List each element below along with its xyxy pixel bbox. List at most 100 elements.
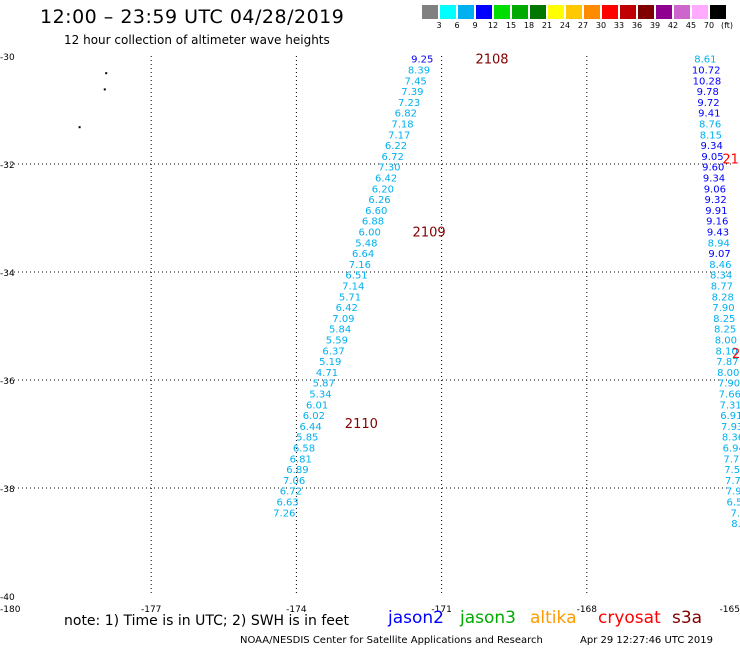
wave-height-value: 7.31	[719, 400, 740, 411]
wave-height-value: 8.15	[700, 130, 722, 141]
wave-height-value: 7.76	[725, 476, 740, 487]
pass-number-label: 2110	[345, 417, 378, 432]
wave-height-value: 7.18	[391, 120, 413, 131]
wave-height-value: 7.06	[283, 476, 305, 487]
pass-number-label: 2109	[413, 226, 446, 241]
wave-height-value: 9.72	[697, 98, 719, 109]
lon-tick-label: -177	[141, 605, 161, 615]
wave-height-value: 7.17	[388, 130, 410, 141]
lat-tick-label: -30	[0, 53, 15, 63]
legend-swatch	[602, 5, 618, 19]
legend-swatch	[548, 5, 564, 19]
legend-swatch	[638, 5, 654, 19]
wave-height-value: 10.72	[692, 66, 721, 77]
wave-height-value: 9.78	[697, 87, 719, 98]
wave-height-value: 7.90	[712, 303, 734, 314]
legend-swatch	[584, 5, 600, 19]
wave-height-value: 6.51	[345, 271, 367, 282]
wave-height-value: 6.01	[306, 400, 328, 411]
data-dot	[105, 72, 108, 75]
legend-label: 18	[523, 21, 535, 30]
wave-height-value: 6.63	[276, 498, 298, 509]
wave-height-value: 6.91	[720, 411, 740, 422]
wave-height-value: 6.72	[382, 152, 404, 163]
wave-height-value: 9.34	[701, 141, 723, 152]
legend-label: 3	[436, 21, 442, 30]
wave-height-value: 9.07	[708, 249, 730, 260]
wave-height-value: 6.89	[286, 465, 308, 476]
wave-height-value: 5.59	[326, 336, 348, 347]
wave-height-value: 7.26	[273, 508, 295, 519]
wave-height-value: 8.2	[731, 519, 740, 530]
wave-height-value: 9.91	[705, 206, 727, 217]
lat-tick-label: -40	[0, 593, 15, 603]
legend-swatch	[674, 5, 690, 19]
legend-unit: (ft)	[721, 21, 734, 30]
credit-line: NOAA/NESDIS Center for Satellite Applica…	[240, 635, 543, 646]
wave-height-value: 6.88	[362, 217, 384, 228]
wave-height-value: 7.52	[724, 465, 740, 476]
generation-timestamp: Apr 29 12:27:46 UTC 2019	[580, 635, 713, 646]
wave-height-value: 5.84	[329, 325, 351, 336]
legend-swatch	[458, 5, 474, 19]
legend-swatch	[422, 5, 438, 19]
lon-tick-label: -171	[431, 605, 451, 615]
wave-height-value: 9.60	[702, 163, 724, 174]
legend-label: 30	[595, 21, 607, 30]
legend-label: 9	[472, 21, 478, 30]
wave-height-value: 6.81	[290, 454, 312, 465]
legend-label: 24	[559, 21, 571, 30]
wave-height-value: 5.87	[313, 379, 335, 390]
satellite-name: cryosat	[598, 608, 661, 628]
satellite-name: jason2	[388, 608, 444, 628]
wave-height-value: 8.61	[694, 55, 716, 66]
wave-height-value: 8.76	[699, 120, 721, 131]
wave-height-value: 7.75	[723, 454, 740, 465]
page-title: 12:00 – 23:59 UTC 04/28/2019	[40, 6, 345, 28]
legend-label: 45	[685, 21, 697, 30]
pass-number-label: 2113	[722, 153, 740, 168]
lat-tick-label: -38	[0, 485, 15, 495]
legend-label: 12	[487, 21, 499, 30]
footer-note: note: 1) Time is in UTC; 2) SWH is in fe…	[64, 613, 350, 629]
legend-label: 70	[703, 21, 715, 30]
lat-tick-label: -36	[0, 377, 15, 387]
legend-swatch	[476, 5, 492, 19]
legend-swatch	[440, 5, 456, 19]
wave-height-value: 7.14	[342, 282, 364, 293]
wave-height-value: 8.25	[714, 325, 736, 336]
legend-swatch	[656, 5, 672, 19]
wave-height-value: 8.94	[708, 238, 730, 249]
legend-swatch	[530, 5, 546, 19]
pass-number-label: 2108	[475, 53, 508, 68]
data-dot	[103, 88, 106, 91]
legend-label: 21	[541, 21, 553, 30]
lat-tick-label: -32	[0, 161, 15, 171]
wave-height-value: 5.19	[319, 357, 341, 368]
wave-height-value: 8.36	[722, 433, 740, 444]
wave-height-value: 7.87	[716, 357, 738, 368]
wave-height-value: 9.41	[698, 109, 720, 120]
wave-height-value: 6.94	[723, 444, 740, 455]
wave-height-value: 5.48	[355, 238, 377, 249]
wave-height-value: 7.45	[405, 76, 427, 87]
wave-height-value: 7.93	[721, 422, 740, 433]
legend-swatch	[692, 5, 708, 19]
wave-height-value: 8.46	[709, 260, 731, 271]
lat-tick-label: -34	[0, 269, 15, 279]
legend-label: 36	[631, 21, 643, 30]
wave-height-value: 8.28	[712, 292, 734, 303]
wave-height-value: 6.60	[365, 206, 387, 217]
wave-height-value: 7.98	[726, 487, 740, 498]
wave-height-value: 10.28	[693, 76, 722, 87]
lon-tick-label: -165	[720, 605, 740, 615]
wave-height-value: 8.25	[713, 314, 735, 325]
wave-height-value: 8.10	[716, 346, 738, 357]
wave-height-value: 9.34	[703, 174, 725, 185]
wave-height-value: 6.37	[322, 346, 344, 357]
wave-height-value: 9.16	[706, 217, 728, 228]
wave-height-value: 7.30	[378, 163, 400, 174]
pass-number-label: 2	[732, 347, 740, 362]
legend-label: 27	[577, 21, 589, 30]
